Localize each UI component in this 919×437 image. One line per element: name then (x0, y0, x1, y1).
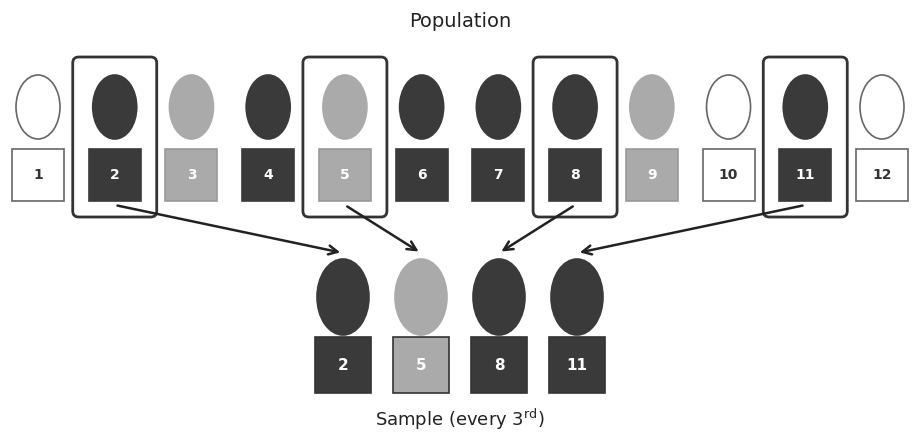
FancyBboxPatch shape (395, 149, 448, 201)
Text: 5: 5 (340, 168, 349, 182)
FancyBboxPatch shape (88, 149, 141, 201)
Text: 11: 11 (566, 357, 587, 372)
Ellipse shape (472, 259, 525, 335)
Ellipse shape (550, 259, 602, 335)
Text: 4: 4 (263, 168, 273, 182)
FancyBboxPatch shape (549, 337, 605, 393)
Text: 6: 6 (416, 168, 426, 182)
Ellipse shape (859, 75, 903, 139)
Text: 1: 1 (33, 168, 43, 182)
Ellipse shape (706, 75, 750, 139)
FancyBboxPatch shape (242, 149, 294, 201)
FancyBboxPatch shape (702, 149, 754, 201)
Ellipse shape (552, 75, 596, 139)
Ellipse shape (246, 75, 289, 139)
Text: 3: 3 (187, 168, 196, 182)
FancyBboxPatch shape (471, 337, 527, 393)
Ellipse shape (399, 75, 443, 139)
Ellipse shape (782, 75, 826, 139)
FancyBboxPatch shape (549, 149, 600, 201)
FancyBboxPatch shape (471, 149, 524, 201)
Text: 11: 11 (795, 168, 814, 182)
Text: 8: 8 (494, 357, 504, 372)
Ellipse shape (169, 75, 213, 139)
Text: 8: 8 (570, 168, 579, 182)
Ellipse shape (394, 259, 447, 335)
Ellipse shape (93, 75, 137, 139)
Text: Sample (every 3$^{\rm rd}$): Sample (every 3$^{\rm rd}$) (375, 406, 544, 432)
Ellipse shape (317, 259, 369, 335)
Text: 2: 2 (337, 357, 348, 372)
Text: 5: 5 (415, 357, 425, 372)
Text: 10: 10 (718, 168, 737, 182)
FancyBboxPatch shape (778, 149, 831, 201)
FancyBboxPatch shape (319, 149, 370, 201)
FancyBboxPatch shape (625, 149, 677, 201)
FancyBboxPatch shape (165, 149, 217, 201)
FancyBboxPatch shape (12, 149, 64, 201)
Ellipse shape (630, 75, 673, 139)
Text: 9: 9 (646, 168, 656, 182)
FancyBboxPatch shape (392, 337, 448, 393)
Ellipse shape (476, 75, 520, 139)
Text: 7: 7 (493, 168, 503, 182)
Text: 12: 12 (871, 168, 891, 182)
Ellipse shape (16, 75, 60, 139)
Text: 2: 2 (109, 168, 119, 182)
FancyBboxPatch shape (855, 149, 907, 201)
Ellipse shape (323, 75, 367, 139)
FancyBboxPatch shape (314, 337, 370, 393)
Text: Population: Population (408, 12, 511, 31)
